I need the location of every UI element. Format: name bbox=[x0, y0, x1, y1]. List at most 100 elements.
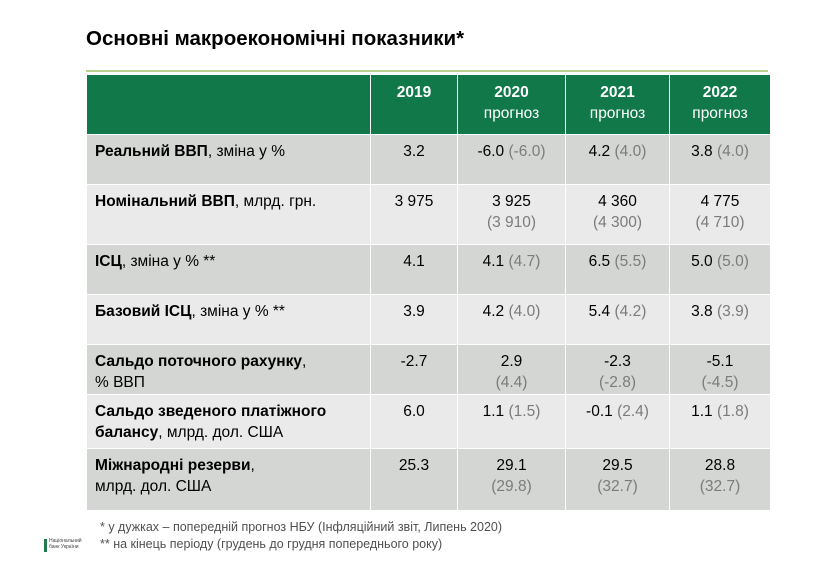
current-value: 3.8 bbox=[691, 143, 713, 160]
current-value: 1.1 bbox=[482, 403, 505, 420]
value-cell: 1.1 (1.5) bbox=[457, 394, 566, 449]
header-year-2019: 2019 bbox=[370, 74, 458, 135]
value-cell: 4.1 bbox=[370, 244, 458, 295]
value-cell: -2.7 bbox=[370, 344, 458, 395]
value-cell: 6.5 (5.5) bbox=[565, 244, 670, 295]
current-value: -5.1 bbox=[706, 353, 734, 370]
current-value: -2.7 bbox=[400, 353, 428, 370]
current-value: 1.1 bbox=[691, 403, 713, 420]
current-value: 25.3 bbox=[398, 457, 430, 474]
previous-forecast-value: (4 300) bbox=[592, 214, 643, 231]
current-value: 5.0 bbox=[691, 253, 713, 270]
current-value: 6.0 bbox=[403, 403, 425, 420]
table-header-row: 2019 2020 прогноз 2021 прогноз 2022 прогноз bbox=[86, 74, 771, 135]
table-row: Сальдо зведеного платіжного балансу, млрд… bbox=[86, 394, 771, 449]
previous-forecast-value: (4.0) bbox=[508, 303, 541, 320]
value-cell: 4.1 (4.7) bbox=[457, 244, 566, 295]
value-cell: 3 975 bbox=[370, 184, 458, 245]
value-cell: 2.9 (4.4) bbox=[457, 344, 566, 395]
value-cell: 29.1 (29.8) bbox=[457, 448, 566, 511]
value-cell: -5.1 (-4.5) bbox=[669, 344, 771, 395]
row-label: Сальдо зведеного платіжного балансу, млрд… bbox=[86, 394, 371, 449]
value-cell: 25.3 bbox=[370, 448, 458, 511]
title-divider bbox=[86, 70, 768, 72]
current-value: 2.9 bbox=[500, 353, 523, 370]
value-cell: 1.1 (1.8) bbox=[669, 394, 771, 449]
value-cell: -2.3 (-2.8) bbox=[565, 344, 670, 395]
footnote-2: ** на кінець періоду (грудень до грудня … bbox=[100, 537, 443, 551]
previous-forecast-value: (5.0) bbox=[717, 253, 749, 270]
row-label: Номінальний ВВП, млрд. грн. bbox=[86, 184, 371, 245]
previous-forecast-value: (3.9) bbox=[717, 303, 749, 320]
value-cell: 5.4 (4.2) bbox=[565, 294, 670, 345]
current-value: 3 925 bbox=[492, 193, 531, 210]
previous-forecast-value: (29.8) bbox=[491, 478, 532, 495]
current-value: 4 360 bbox=[598, 193, 637, 210]
current-value: -6.0 bbox=[477, 143, 505, 160]
row-label: ІСЦ, зміна у % ** bbox=[86, 244, 371, 295]
footnote-1: * у дужках – попередній прогноз НБУ (Інф… bbox=[100, 520, 503, 534]
previous-forecast-value: (1.8) bbox=[717, 403, 749, 420]
value-cell: 3 925 (3 910) bbox=[457, 184, 566, 245]
header-year-2022: 2022 прогноз bbox=[669, 74, 771, 135]
current-value: 4.1 bbox=[403, 253, 425, 270]
previous-forecast-value: (-2.8) bbox=[598, 374, 637, 391]
previous-forecast-value: (4.7) bbox=[508, 253, 541, 270]
page-title: Основні макроекономічні показники* bbox=[86, 27, 465, 50]
current-value: -0.1 bbox=[586, 403, 613, 420]
current-value: -2.3 bbox=[604, 353, 631, 370]
previous-forecast-value: (4.2) bbox=[614, 303, 647, 320]
logo-text: Національний банк України bbox=[49, 538, 82, 550]
current-value: 3 975 bbox=[394, 193, 434, 210]
current-value: 28.8 bbox=[704, 457, 736, 474]
current-value: 29.5 bbox=[602, 457, 633, 474]
previous-forecast-value: (5.5) bbox=[614, 253, 647, 270]
current-value: 3.9 bbox=[403, 303, 425, 320]
current-value: 4.2 bbox=[482, 303, 505, 320]
current-value: 4 775 bbox=[700, 193, 740, 210]
value-cell: -0.1 (2.4) bbox=[565, 394, 670, 449]
logo-mark-icon bbox=[44, 539, 47, 552]
current-value: 4.2 bbox=[588, 143, 611, 160]
value-cell: 5.0 (5.0) bbox=[669, 244, 771, 295]
value-cell: 4.2 (4.0) bbox=[457, 294, 566, 345]
previous-forecast-value: (-6.0) bbox=[508, 143, 546, 160]
header-year-2020: 2020 прогноз bbox=[457, 74, 566, 135]
current-value: 4.1 bbox=[482, 253, 505, 270]
previous-forecast-value: (2.4) bbox=[617, 403, 649, 420]
value-cell: 28.8 (32.7) bbox=[669, 448, 771, 511]
previous-forecast-value: (4 710) bbox=[695, 214, 745, 231]
value-cell: 29.5 (32.7) bbox=[565, 448, 670, 511]
previous-forecast-value: (4.0) bbox=[614, 143, 647, 160]
row-label: Міжнародні резерви, млрд. дол. США bbox=[86, 448, 371, 511]
previous-forecast-value: (1.5) bbox=[508, 403, 541, 420]
value-cell: 4 360 (4 300) bbox=[565, 184, 670, 245]
previous-forecast-value: (32.7) bbox=[699, 478, 741, 495]
footnotes: * у дужках – попередній прогноз НБУ (Інф… bbox=[100, 519, 502, 553]
current-value: 6.5 bbox=[588, 253, 611, 270]
value-cell: 3.8 (4.0) bbox=[669, 134, 771, 185]
previous-forecast-value: (3 910) bbox=[486, 214, 537, 231]
value-cell: 3.2 bbox=[370, 134, 458, 185]
table-row: Реальний ВВП, зміна у % 3.2 -6.0 (-6.0) 4.2… bbox=[86, 134, 771, 185]
table-row: Міжнародні резерви, млрд. дол. США 25.3 29.… bbox=[86, 448, 771, 511]
header-empty-cell bbox=[86, 74, 371, 135]
row-label: Реальний ВВП, зміна у % bbox=[86, 134, 371, 185]
current-value: 3.2 bbox=[403, 143, 425, 160]
table-row: Базовий ІСЦ, зміна у % ** 3.9 4.2 (4.0) 5.4… bbox=[86, 294, 771, 345]
macro-indicators-table: 2019 2020 прогноз 2021 прогноз 2022 прогноз… bbox=[86, 74, 771, 511]
row-label: Базовий ІСЦ, зміна у % ** bbox=[86, 294, 371, 345]
value-cell: 6.0 bbox=[370, 394, 458, 449]
previous-forecast-value: (4.4) bbox=[495, 374, 528, 391]
current-value: 5.4 bbox=[588, 303, 611, 320]
value-cell: -6.0 (-6.0) bbox=[457, 134, 566, 185]
value-cell: 4 775 (4 710) bbox=[669, 184, 771, 245]
value-cell: 3.9 bbox=[370, 294, 458, 345]
nbu-logo: Національний банк України bbox=[44, 538, 82, 552]
current-value: 29.1 bbox=[496, 457, 527, 474]
table-row: Номінальний ВВП, млрд. грн. 3 975 3 925 (3 … bbox=[86, 184, 771, 245]
previous-forecast-value: (4.0) bbox=[717, 143, 749, 160]
value-cell: 4.2 (4.0) bbox=[565, 134, 670, 185]
previous-forecast-value: (-4.5) bbox=[701, 374, 739, 391]
previous-forecast-value: (32.7) bbox=[597, 478, 638, 495]
